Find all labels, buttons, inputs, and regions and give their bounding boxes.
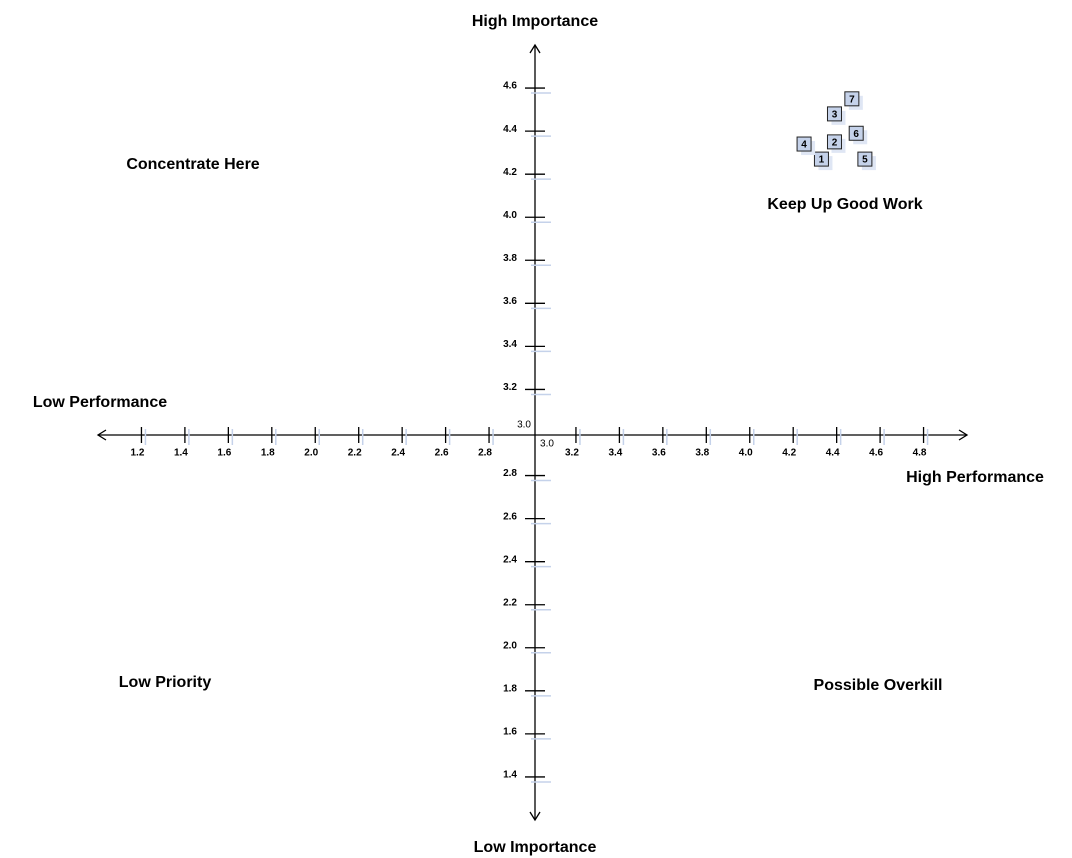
point-label: 5 — [862, 155, 868, 166]
y-tick-label: 3.0 — [517, 420, 531, 431]
y-tick-label: 2.4 — [503, 554, 517, 565]
y-tick-label: 3.6 — [503, 296, 517, 307]
point — [844, 91, 860, 107]
x-tick-label: 3.0 — [540, 439, 554, 450]
y-tick-label: 2.2 — [503, 597, 517, 608]
quadrant-label: Keep Up Good Work — [767, 196, 922, 213]
x-tick-label: 2.8 — [478, 448, 492, 459]
y-tick-label: 4.0 — [503, 210, 517, 221]
point — [848, 125, 864, 141]
x-tick-label: 1.8 — [261, 448, 275, 459]
y-tick-label: 2.6 — [503, 511, 517, 522]
axis-end-label: High Importance — [472, 13, 598, 30]
x-tick-label: 1.6 — [217, 448, 231, 459]
y-tick-label: 3.8 — [503, 253, 517, 264]
point — [826, 106, 842, 122]
point-label: 1 — [819, 155, 825, 166]
x-tick-label: 2.0 — [304, 448, 318, 459]
y-tick-label: 4.4 — [503, 124, 517, 135]
y-tick-label: 2.8 — [503, 468, 517, 479]
x-tick-label: 3.6 — [652, 448, 666, 459]
x-tick-label: 4.6 — [869, 448, 883, 459]
point — [826, 134, 842, 150]
x-tick-label: 3.2 — [565, 448, 579, 459]
y-tick-label: 3.4 — [503, 339, 517, 350]
axis-end-label: Low Importance — [474, 839, 597, 856]
point-label: 3 — [832, 110, 838, 121]
x-tick-label: 1.4 — [174, 448, 188, 459]
point-label: 7 — [849, 94, 855, 105]
axis-end-label: High Performance — [906, 469, 1044, 486]
x-tick-label: 2.2 — [348, 448, 362, 459]
x-tick-label: 4.4 — [826, 448, 840, 459]
arrow-up — [529, 43, 541, 54]
point — [857, 151, 873, 167]
quadrant-label: Low Priority — [119, 674, 212, 691]
quadrant-label: Concentrate Here — [126, 156, 259, 173]
point-label: 4 — [801, 140, 807, 151]
y-tick-label: 3.2 — [503, 382, 517, 393]
x-tick-label: 3.4 — [608, 448, 622, 459]
point — [796, 136, 812, 152]
y-tick-label: 1.6 — [503, 727, 517, 738]
y-tick-label: 4.2 — [503, 167, 517, 178]
axis-end-label: Low Performance — [33, 394, 167, 411]
x-tick-label: 2.4 — [391, 448, 405, 459]
arrow-right — [958, 429, 969, 441]
x-tick-label: 4.8 — [913, 448, 927, 459]
y-tick-label: 1.4 — [503, 770, 517, 781]
point-label: 6 — [853, 129, 859, 140]
arrow-left — [96, 429, 107, 441]
x-tick-label: 3.8 — [695, 448, 709, 459]
quadrant-label: Possible Overkill — [814, 677, 943, 694]
x-tick-label: 4.0 — [739, 448, 753, 459]
y-tick-label: 1.8 — [503, 683, 517, 694]
y-tick-label: 2.0 — [503, 640, 517, 651]
x-tick-label: 1.2 — [130, 448, 144, 459]
y-tick-label: 4.6 — [503, 81, 517, 92]
arrow-down — [529, 811, 541, 822]
x-tick-label: 2.6 — [435, 448, 449, 459]
point — [813, 151, 829, 167]
x-tick-label: 4.2 — [782, 448, 796, 459]
point-label: 2 — [832, 138, 838, 149]
